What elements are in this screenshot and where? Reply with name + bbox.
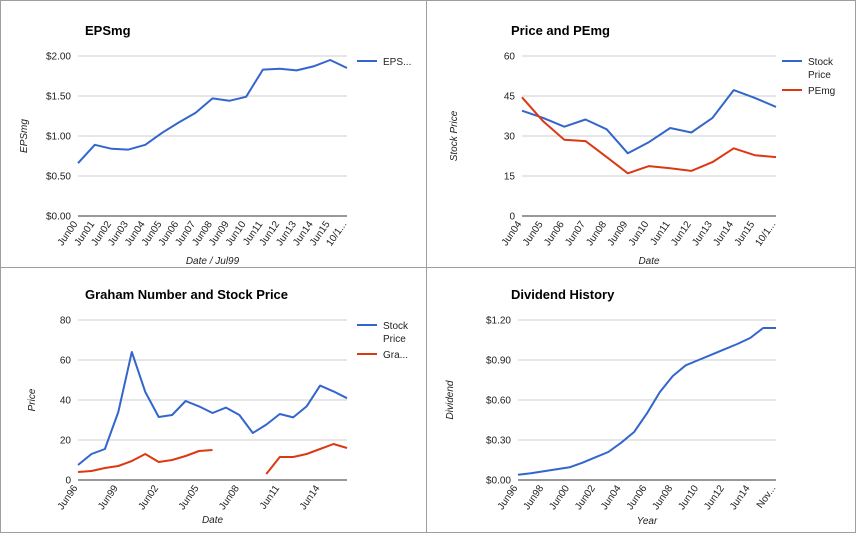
y-tick-label: 40 [60, 396, 72, 407]
legend-label: Price [808, 70, 831, 81]
x-tick-label: Jun08 [217, 483, 242, 512]
x-tick-label: Jun08 [651, 483, 676, 512]
y-tick-label: $2.00 [46, 52, 71, 63]
x-tick-label: Jun12 [702, 483, 727, 512]
legend-label: Stock [808, 57, 834, 68]
x-tick-label: Jun11 [258, 483, 282, 511]
x-axis-label: Date [202, 515, 224, 526]
series-line [521, 89, 777, 155]
x-tick-label: Jun13 [690, 219, 715, 248]
y-axis-label: EPSmg [19, 119, 30, 153]
x-tick-label: Jun00 [547, 483, 572, 512]
chart-panel-epsmg: EPSmg $0.00 $0.50 $1.00 $1.50 $2.00 Jun00 Jun01… [0, 0, 427, 268]
y-axis-label: Stock Price [449, 110, 460, 161]
chart-svg: EPSmg$0.00$0.50$1.00$1.50$2.00Jun00Jun01… [19, 23, 411, 267]
x-tick-label: Jun11 [648, 219, 672, 247]
x-tick-label: Jun09 [606, 219, 631, 248]
x-tick-label: Jun98 [522, 483, 547, 512]
chart-panel-price-pemg: Price and PEmg 0 15 30 45 60 Jun04 Jun05 Jun06 Ju… [426, 0, 856, 268]
series-line [77, 449, 213, 473]
y-axis-label: Price [27, 388, 38, 411]
chart-svg: Graham Number and Stock Price 0 20 40 60 80 Ju… [27, 287, 409, 526]
legend-label: PEmg [808, 86, 835, 97]
x-tick-label: Jun14 [711, 219, 736, 248]
x-axis-label: Date / Jul99 [186, 256, 240, 267]
y-tick-label: 20 [60, 436, 72, 447]
series-line [77, 351, 348, 466]
y-tick-label: 45 [504, 92, 516, 103]
x-tick-label: Jun05 [177, 483, 202, 512]
x-tick-label: Jun06 [542, 219, 567, 248]
legend-label: Price [383, 334, 406, 345]
x-tick-label: Jun05 [521, 219, 546, 248]
x-tick-label: 10/1... [753, 219, 778, 248]
y-tick-label: $0.50 [46, 172, 71, 183]
y-tick-label: $0.00 [486, 476, 511, 487]
series-line [517, 327, 776, 476]
y-tick-label: $1.50 [46, 92, 71, 103]
x-tick-label: Jun06 [625, 483, 650, 512]
y-tick-label: 60 [504, 52, 516, 63]
y-axis-label: Dividend [445, 380, 456, 419]
x-tick-label: Jun02 [573, 483, 598, 512]
x-tick-label: Jun14 [728, 483, 753, 512]
y-tick-label: $1.20 [486, 316, 511, 327]
x-tick-label: Jun15 [733, 219, 758, 248]
y-tick-label: 80 [60, 316, 72, 327]
chart-title: Dividend History [511, 287, 615, 302]
chart-svg: Price and PEmg015304560Jun04Jun05Jun06Ju… [449, 23, 835, 267]
y-tick-label: 0 [509, 212, 515, 223]
chart-title: Graham Number and Stock Price [85, 287, 288, 302]
x-axis-label: Year [637, 516, 658, 527]
y-tick-label: 15 [504, 172, 516, 183]
y-tick-label: 60 [60, 356, 72, 367]
x-tick-label: Jun08 [584, 219, 609, 248]
chart-svg: Dividend History $0.00 $0.30 $0.60 $0.90 $1.2… [445, 287, 779, 527]
y-tick-label: $0.90 [486, 356, 511, 367]
x-tick-label: Jun02 [137, 483, 162, 512]
series-line [77, 59, 348, 164]
legend-label: Stock [383, 321, 409, 332]
x-tick-label: Jun04 [599, 483, 624, 512]
series-line [265, 443, 348, 475]
y-tick-label: $0.00 [46, 212, 71, 223]
y-tick-label: $0.60 [486, 396, 511, 407]
x-tick-label: Jun96 [496, 483, 521, 512]
y-tick-label: $0.30 [486, 436, 511, 447]
series-line [521, 96, 777, 175]
legend-label: EPS... [383, 57, 411, 68]
chart-panel-graham-number: Graham Number and Stock Price 0 20 40 60 80 Ju… [0, 267, 427, 533]
y-tick-label: 30 [504, 132, 516, 143]
x-tick-label: Jun10 [676, 483, 701, 512]
x-tick-label: Jun07 [563, 219, 588, 248]
x-tick-label: Jun04 [500, 219, 525, 248]
y-tick-label: 0 [65, 476, 71, 487]
x-tick-label: Jun96 [56, 483, 81, 512]
x-tick-label: Jun99 [96, 483, 121, 512]
chart-title: Price and PEmg [511, 23, 610, 38]
x-tick-label: Nov... [755, 483, 779, 510]
chart-title: EPSmg [85, 23, 131, 38]
x-tick-label: Jun12 [669, 219, 694, 248]
x-tick-label: Jun14 [298, 483, 323, 512]
legend-label: Gra... [383, 350, 408, 361]
x-tick-label: Jun10 [627, 219, 652, 248]
chart-panel-dividend-history: Dividend History $0.00 $0.30 $0.60 $0.90 $1.2… [426, 267, 856, 533]
x-axis-label: Date [638, 256, 660, 267]
y-tick-label: $1.00 [46, 132, 71, 143]
